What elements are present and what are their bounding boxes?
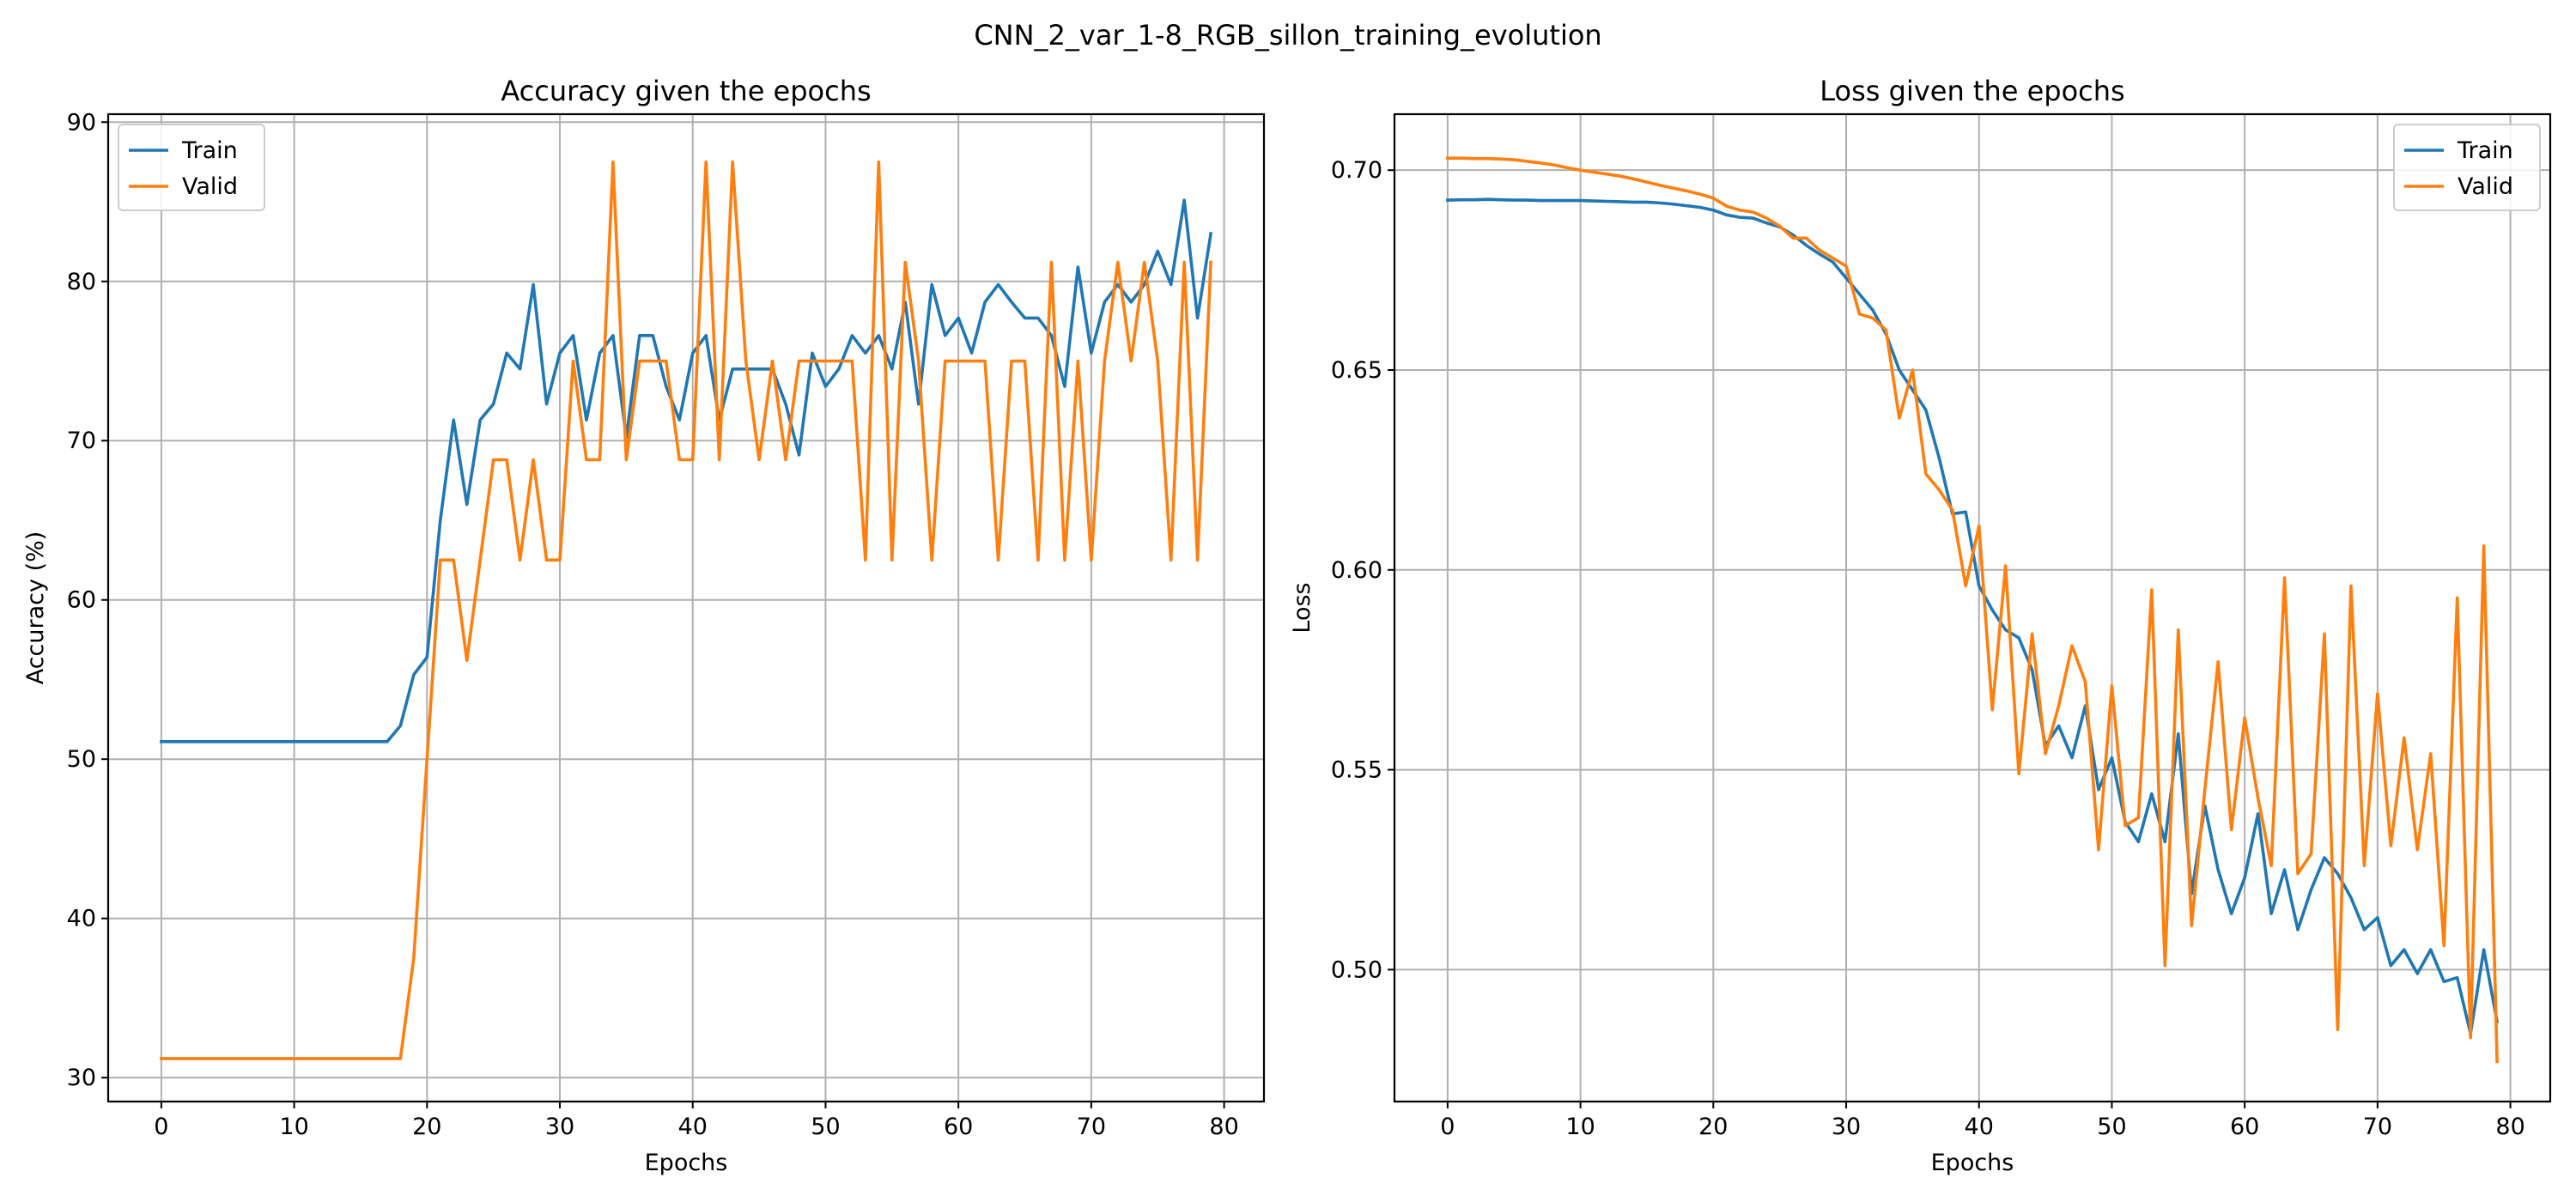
loss-legend-label-train: Train — [2457, 137, 2513, 164]
accuracy-y-tick-label: 70 — [67, 428, 96, 454]
loss-chart-title: Loss given the epochs — [1820, 75, 2124, 107]
loss-legend: Train Valid — [2393, 124, 2541, 211]
accuracy-x-tick-label: 50 — [811, 1114, 840, 1140]
loss-x-tick-label: 50 — [2097, 1114, 2126, 1140]
loss-y-tick-label: 0.55 — [1331, 757, 1382, 784]
accuracy-x-tick-label: 60 — [944, 1114, 973, 1140]
loss-y-tick-label: 0.70 — [1331, 157, 1382, 184]
accuracy-y-tick-label: 80 — [67, 269, 96, 295]
accuracy-series-train-line — [160, 198, 1213, 744]
accuracy-x-tick-label: 40 — [678, 1114, 708, 1140]
accuracy-y-tick-label: 90 — [67, 109, 96, 136]
loss-y-tick-label: 0.65 — [1331, 357, 1382, 384]
loss-y-tick-label: 0.50 — [1331, 956, 1382, 983]
accuracy-legend: Train Valid — [118, 124, 265, 211]
accuracy-x-tick-label: 30 — [545, 1114, 574, 1140]
figure-title: CNN_2_var_1-8_RGB_sillon_training_evolut… — [974, 19, 1601, 52]
accuracy-x-tick-label: 0 — [154, 1114, 168, 1140]
loss-x-tick-label: 0 — [1440, 1114, 1455, 1140]
accuracy-x-tick-label: 20 — [412, 1114, 441, 1140]
loss-x-axis-label: Epochs — [1931, 1150, 2014, 1176]
loss-x-tick-label: 40 — [1965, 1114, 1994, 1140]
loss-x-tick-label: 30 — [1832, 1114, 1861, 1140]
accuracy-legend-box — [118, 124, 265, 211]
loss-legend-box — [2393, 124, 2541, 211]
accuracy-x-axis-label: Epochs — [645, 1150, 728, 1176]
loss-x-tick-label: 80 — [2495, 1114, 2524, 1140]
loss-chart: Loss given the epochs 0 10 20 30 40 50 60 70 80 0.… — [1289, 75, 2552, 1176]
accuracy-y-axis-label: Accuracy (%) — [22, 531, 49, 685]
loss-x-tick-label: 60 — [2230, 1114, 2259, 1140]
accuracy-y-tick-label: 50 — [67, 746, 96, 773]
accuracy-chart: Accuracy given the epochs 0 10 20 30 40 50 60 70… — [22, 75, 1266, 1176]
accuracy-x-tick-label: 70 — [1077, 1114, 1106, 1140]
accuracy-y-tick-label: 60 — [67, 587, 96, 614]
loss-series-valid-line — [1446, 156, 2499, 1064]
accuracy-legend-label-valid: Valid — [182, 173, 238, 200]
loss-x-tick-label: 20 — [1698, 1114, 1728, 1140]
loss-y-axis-label: Loss — [1289, 582, 1315, 633]
loss-y-tick-label: 0.60 — [1331, 557, 1382, 584]
loss-legend-label-valid: Valid — [2458, 173, 2513, 200]
loss-plot-frame — [1393, 112, 2552, 1103]
accuracy-x-tick-label: 10 — [279, 1114, 308, 1140]
loss-x-tick-label: 70 — [2363, 1114, 2392, 1140]
accuracy-series-valid-line — [160, 160, 1212, 1060]
accuracy-x-tick-label: 80 — [1209, 1114, 1238, 1140]
accuracy-legend-label-train: Train — [181, 137, 238, 164]
accuracy-chart-title: Accuracy given the epochs — [501, 75, 871, 107]
accuracy-y-tick-label: 30 — [67, 1065, 96, 1091]
accuracy-plot-frame — [106, 112, 1266, 1103]
accuracy-y-tick-label: 40 — [67, 906, 96, 932]
loss-x-tick-label: 10 — [1565, 1114, 1595, 1140]
